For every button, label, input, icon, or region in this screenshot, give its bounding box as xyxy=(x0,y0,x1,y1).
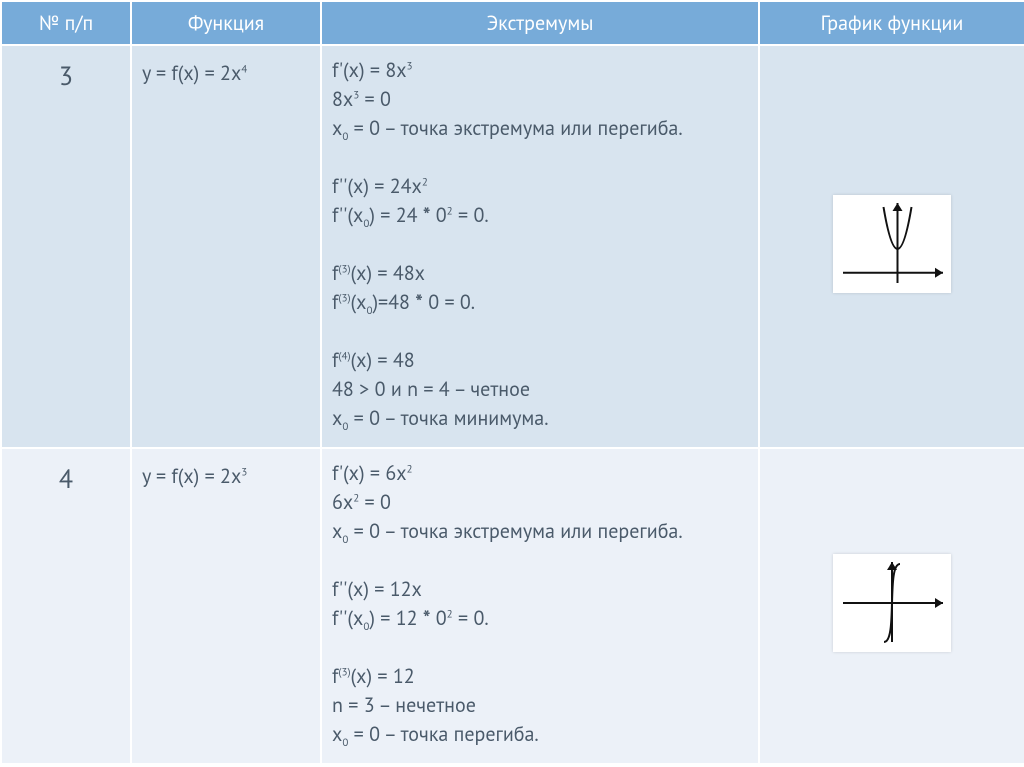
row-num: 3 xyxy=(1,45,131,448)
row-extrema: f'(x) = 8x38x3 = 0x0 = 0 – точка экстрем… xyxy=(321,45,759,448)
table-row: 4 y = f(x) = 2x3 f'(x) = 6x26x2 = 0x0 = … xyxy=(1,448,1024,764)
row-extrema: f'(x) = 6x26x2 = 0x0 = 0 – точка экстрем… xyxy=(321,448,759,764)
function-graph-icon xyxy=(833,195,951,293)
header-row: № п/п Функция Экстремумы График функции xyxy=(1,1,1024,45)
row-graph xyxy=(759,448,1024,764)
extrema-table: № п/п Функция Экстремумы График функции … xyxy=(0,0,1024,765)
table-row: 3 y = f(x) = 2x4 f'(x) = 8x38x3 = 0x0 = … xyxy=(1,45,1024,448)
row-num: 4 xyxy=(1,448,131,764)
row-graph xyxy=(759,45,1024,448)
col-function: Функция xyxy=(131,1,321,45)
col-graph: График функции xyxy=(759,1,1024,45)
row-function: y = f(x) = 2x4 xyxy=(131,45,321,448)
col-num: № п/п xyxy=(1,1,131,45)
row-function: y = f(x) = 2x3 xyxy=(131,448,321,764)
col-extrema: Экстремумы xyxy=(321,1,759,45)
function-graph-icon xyxy=(833,554,951,652)
